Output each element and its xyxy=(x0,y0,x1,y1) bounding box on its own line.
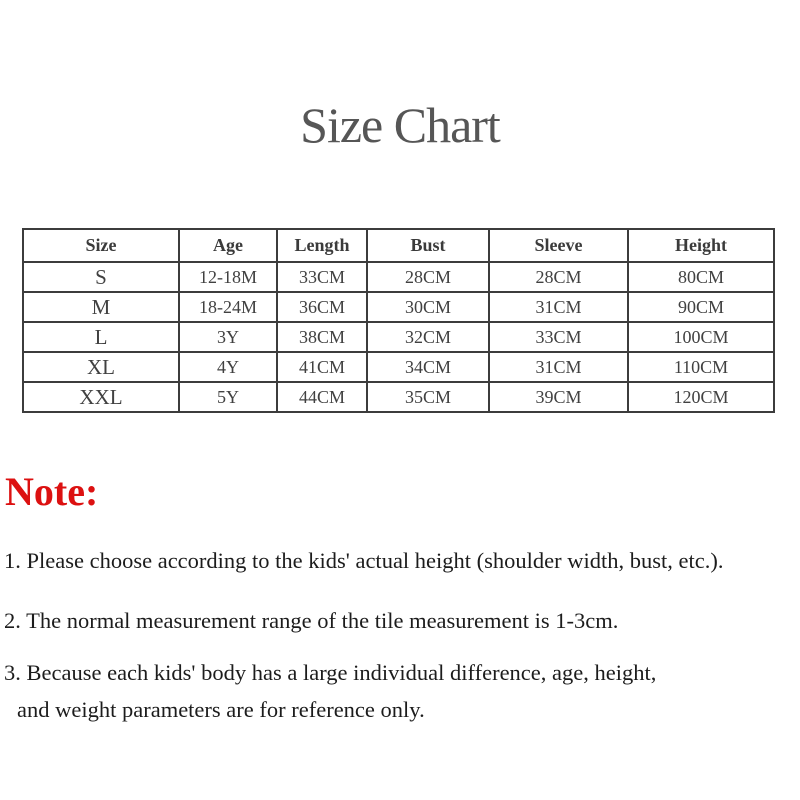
cell-sleeve: 31CM xyxy=(488,291,629,323)
cell-size: M xyxy=(22,291,180,323)
cell-sleeve: 33CM xyxy=(488,321,629,353)
cell-sleeve: 28CM xyxy=(488,261,629,293)
size-table: Size Age Length Bust Sleeve Height S 12-… xyxy=(22,228,775,413)
cell-height: 80CM xyxy=(627,261,775,293)
table-row-s: S 12-18M 33CM 28CM 28CM 80CM xyxy=(22,261,775,293)
note-item-3-line-1: 3. Because each kids' body has a large i… xyxy=(4,660,657,685)
cell-bust: 35CM xyxy=(366,381,490,413)
cell-size: L xyxy=(22,321,180,353)
page-title: Size Chart xyxy=(300,97,501,153)
size-table-body: S 12-18M 33CM 28CM 28CM 80CM M 18-24M 36… xyxy=(22,261,775,413)
cell-length: 33CM xyxy=(276,261,368,293)
col-header-sleeve: Sleeve xyxy=(488,228,629,263)
cell-age: 18-24M xyxy=(178,291,278,323)
cell-bust: 34CM xyxy=(366,351,490,383)
cell-height: 110CM xyxy=(627,351,775,383)
cell-sleeve: 31CM xyxy=(488,351,629,383)
table-row-l: L 3Y 38CM 32CM 33CM 100CM xyxy=(22,321,775,353)
cell-bust: 30CM xyxy=(366,291,490,323)
note-item-3-line-2: and weight parameters are for reference … xyxy=(17,697,425,722)
size-table-container: Size Age Length Bust Sleeve Height S 12-… xyxy=(22,228,775,413)
cell-age: 4Y xyxy=(178,351,278,383)
size-table-header: Size Age Length Bust Sleeve Height xyxy=(22,228,775,263)
table-row-xl: XL 4Y 41CM 34CM 31CM 110CM xyxy=(22,351,775,383)
note-item-1: 1. Please choose according to the kids' … xyxy=(4,548,724,573)
note-heading: Note: xyxy=(5,469,99,514)
note-item-2: 2. The normal measurement range of the t… xyxy=(4,608,619,633)
cell-age: 5Y xyxy=(178,381,278,413)
col-header-size: Size xyxy=(22,228,180,263)
cell-length: 36CM xyxy=(276,291,368,323)
cell-age: 12-18M xyxy=(178,261,278,293)
cell-size: S xyxy=(22,261,180,293)
cell-bust: 28CM xyxy=(366,261,490,293)
cell-length: 44CM xyxy=(276,381,368,413)
cell-size: XXL xyxy=(22,381,180,413)
cell-length: 38CM xyxy=(276,321,368,353)
cell-bust: 32CM xyxy=(366,321,490,353)
table-row-xxl: XXL 5Y 44CM 35CM 39CM 120CM xyxy=(22,381,775,413)
cell-size: XL xyxy=(22,351,180,383)
cell-length: 41CM xyxy=(276,351,368,383)
col-header-length: Length xyxy=(276,228,368,263)
cell-sleeve: 39CM xyxy=(488,381,629,413)
header-row: Size Age Length Bust Sleeve Height xyxy=(22,228,775,263)
cell-age: 3Y xyxy=(178,321,278,353)
col-header-bust: Bust xyxy=(366,228,490,263)
table-row-m: M 18-24M 36CM 30CM 31CM 90CM xyxy=(22,291,775,323)
col-header-height: Height xyxy=(627,228,775,263)
cell-height: 100CM xyxy=(627,321,775,353)
cell-height: 120CM xyxy=(627,381,775,413)
cell-height: 90CM xyxy=(627,291,775,323)
col-header-age: Age xyxy=(178,228,278,263)
